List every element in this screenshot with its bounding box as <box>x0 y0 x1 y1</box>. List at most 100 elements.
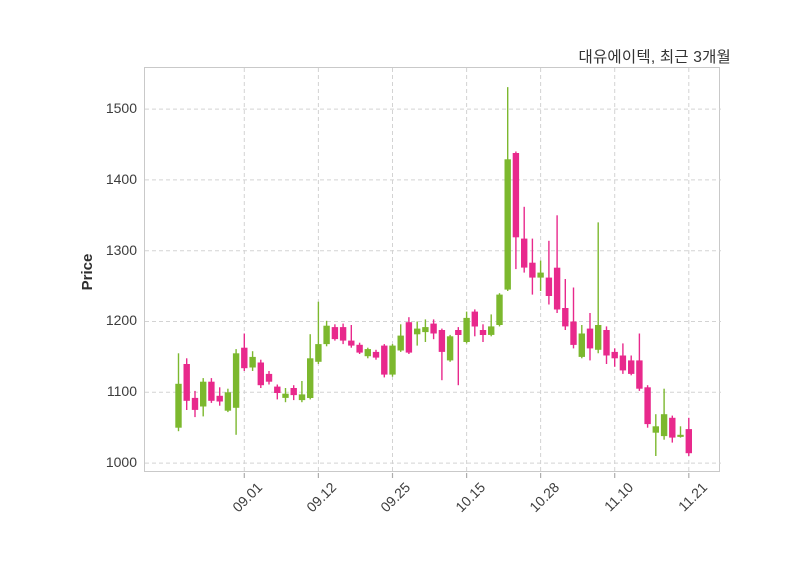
candle <box>529 238 536 295</box>
candle-body <box>685 429 692 454</box>
candle <box>232 349 240 435</box>
y-tick-label: 1000 <box>105 454 137 471</box>
candle <box>446 334 454 362</box>
candle <box>611 348 618 367</box>
candle <box>652 414 659 456</box>
y-tick-label: 1100 <box>106 383 137 400</box>
candle <box>200 378 207 417</box>
candle-body <box>381 345 388 375</box>
candle-body <box>496 294 503 325</box>
plot-area <box>144 67 721 478</box>
candle <box>578 325 585 359</box>
candle <box>430 319 437 340</box>
candle-body <box>463 317 470 342</box>
candle <box>257 359 264 388</box>
candle <box>191 390 199 418</box>
candle <box>537 260 544 291</box>
candle-body <box>356 344 363 353</box>
candle-body <box>545 277 553 296</box>
candle-body <box>257 362 264 386</box>
candle-body <box>405 322 413 353</box>
candle-body <box>521 238 528 268</box>
candle <box>677 426 684 438</box>
candle-body <box>628 360 635 374</box>
candle <box>669 415 676 443</box>
candle-body <box>512 153 520 238</box>
candle-body <box>232 353 240 408</box>
candle-body <box>570 321 577 345</box>
candle <box>339 323 347 345</box>
candle-body <box>652 426 659 433</box>
candle-body <box>241 347 248 369</box>
candle <box>553 215 561 313</box>
candle <box>488 314 495 337</box>
candle-body <box>562 308 569 327</box>
candle-body <box>488 326 495 335</box>
candle <box>389 344 396 377</box>
candle-body <box>479 330 487 335</box>
candle-body <box>315 344 322 362</box>
candle-body <box>422 327 429 333</box>
candle-body <box>274 386 281 393</box>
candle-body <box>191 397 199 410</box>
candle-body <box>636 360 643 389</box>
candle-body <box>372 351 380 358</box>
candle <box>348 325 355 348</box>
candle <box>298 381 306 403</box>
candle-body <box>290 388 297 396</box>
candle-body <box>537 272 544 278</box>
candle <box>660 388 668 440</box>
chart-title: 대유에이텍, 최근 3개월 <box>578 49 731 66</box>
x-tick-label: 09.12 <box>303 479 340 516</box>
x-tick-label: 11.10 <box>600 479 637 515</box>
candle-body <box>249 356 256 368</box>
candle-body <box>471 311 478 327</box>
candle-body <box>183 364 190 401</box>
x-tick-label: 10.15 <box>451 479 488 516</box>
candle <box>685 417 692 456</box>
candle-body <box>364 349 371 357</box>
candle <box>455 327 462 386</box>
candle <box>241 333 248 371</box>
candlestick-chart <box>145 68 721 478</box>
candle <box>405 317 413 354</box>
candle <box>364 347 371 359</box>
candle <box>628 355 635 376</box>
x-tick-label: 10.28 <box>525 479 562 516</box>
y-tick-label: 1400 <box>105 170 137 187</box>
candle-body <box>298 394 306 401</box>
candle <box>208 378 215 403</box>
candle-body <box>438 330 446 352</box>
candle-body <box>265 373 273 382</box>
candle-body <box>339 327 347 341</box>
candle <box>562 279 569 330</box>
y-tick-label: 1500 <box>105 100 137 117</box>
candle <box>496 293 503 327</box>
candle <box>463 311 470 344</box>
candle-body <box>200 381 207 407</box>
candle-body <box>224 392 232 411</box>
candle-body <box>578 333 585 357</box>
candle-body <box>430 323 437 334</box>
candle-body <box>677 434 684 437</box>
candle <box>372 349 380 360</box>
candle-body <box>595 325 602 350</box>
x-tick-label: 09.01 <box>229 479 266 516</box>
candle <box>636 333 643 391</box>
candle-body <box>603 330 610 356</box>
candle <box>479 324 487 342</box>
candle <box>471 309 478 337</box>
candle <box>595 222 602 354</box>
candle <box>438 328 446 381</box>
candle-body <box>586 328 594 349</box>
candle-body <box>414 328 421 335</box>
y-tick-label: 1300 <box>105 241 137 258</box>
candle <box>274 384 281 400</box>
candle-body <box>323 325 330 345</box>
candle <box>603 326 610 364</box>
candle-body <box>553 267 561 310</box>
candle <box>356 342 363 354</box>
candle <box>323 320 330 347</box>
candle <box>265 371 273 385</box>
